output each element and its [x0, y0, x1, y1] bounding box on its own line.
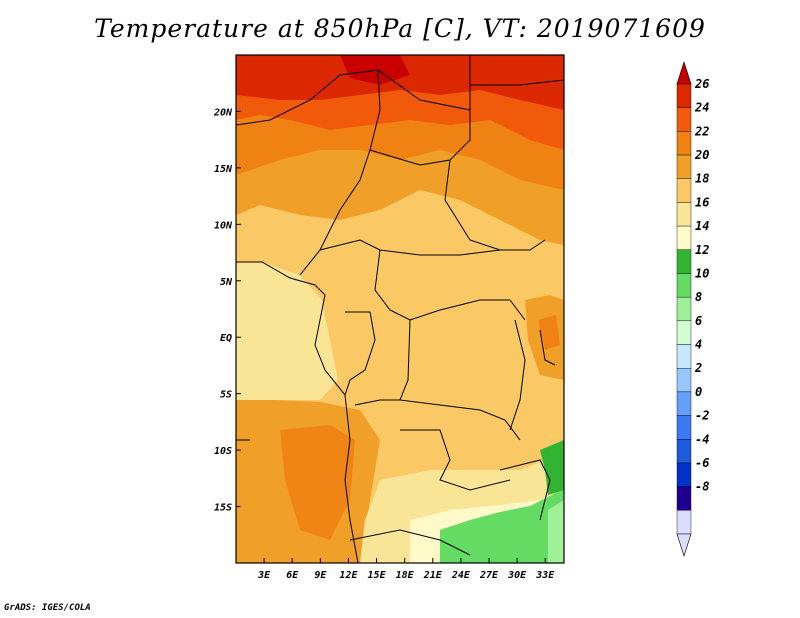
colorbar-label: 22 [694, 124, 709, 138]
colorbar-label: 8 [695, 290, 702, 304]
colorbar-label: 4 [695, 338, 702, 352]
colorbar-label: -6 [695, 456, 709, 470]
colorbar-swatch [676, 225, 692, 250]
colorbar-label: 24 [694, 101, 709, 115]
colorbar-swatch [676, 368, 692, 393]
colorbar-label: 26 [694, 77, 709, 91]
lon-tick-label: 12E [339, 570, 358, 581]
colorbar-label: -2 [695, 409, 709, 423]
lon-tick-label: 15E [368, 570, 387, 581]
colorbar-label: -4 [695, 432, 709, 446]
colorbar-swatch [676, 486, 692, 511]
temperature-field [236, 55, 564, 563]
colorbar-swatch [676, 178, 692, 203]
colorbar-label: 16 [695, 195, 709, 209]
colorbar-label: 18 [695, 172, 709, 186]
colorbar-swatch [676, 107, 692, 132]
colorbar-label: 12 [695, 243, 709, 257]
colorbar-swatch [676, 510, 692, 535]
lat-tick-label: EQ [220, 333, 232, 344]
longitude-ticks: 3E 6E 9E 12E 15E 18E 21E 24E 27E 30E 33E [257, 558, 555, 581]
colorbar-swatch [676, 391, 692, 416]
colorbar-top-triangle [676, 61, 692, 85]
colorbar-label: 20 [694, 148, 709, 162]
lat-tick-label: 15S [214, 503, 232, 514]
colorbar-swatch [676, 415, 692, 440]
lat-tick-label: 15N [214, 164, 233, 175]
lon-tick-label: 21E [423, 570, 443, 581]
colorbar-label: 6 [695, 314, 702, 328]
colorbar-label: 2 [694, 361, 702, 375]
colorbar-swatch [676, 462, 692, 487]
colorbar-label: 0 [695, 385, 702, 399]
colorbar-bottom-triangle [676, 533, 692, 557]
lat-tick-label: 10S [214, 446, 232, 457]
colorbar-swatch [676, 296, 692, 322]
colorbar-swatch [676, 273, 692, 298]
colorbar-swatch [676, 320, 692, 345]
latitude-ticks: 20N 15N 10N 5N EQ 5S 10S 15S [213, 107, 241, 514]
colorbar-swatch [676, 344, 692, 369]
lon-tick-label: 6E [286, 570, 299, 581]
lon-tick-label: 24E [451, 570, 471, 581]
colorbar-label: 10 [695, 266, 709, 280]
country-borders [236, 55, 564, 563]
colorbar-swatch [676, 439, 692, 464]
colorbar-swatch [676, 202, 692, 227]
lon-tick-label: 27E [479, 570, 499, 581]
lat-tick-label: 20N [213, 107, 233, 118]
lat-tick-label: 10N [214, 220, 233, 231]
colorbar-swatch [676, 131, 692, 156]
colorbar-swatch [676, 154, 692, 179]
colorbar-swatch [676, 83, 692, 108]
map-frame [235, 54, 565, 564]
map-title: Temperature at 850hPa [C], VT: 201907160… [94, 14, 706, 43]
lon-tick-label: 30E [507, 570, 527, 581]
lat-tick-label: 5N [220, 277, 233, 288]
colorbar-swatch [676, 249, 692, 274]
lat-tick-label: 5S [220, 390, 232, 401]
lon-tick-label: 3E [257, 570, 271, 581]
grads-credit: GrADS: IGES/COLA [4, 603, 91, 613]
colorbar-label: -8 [695, 480, 709, 494]
lon-tick-label: 9E [314, 570, 327, 581]
lon-tick-label: 33E [535, 570, 555, 581]
colorbar-label: 14 [695, 219, 709, 233]
lon-tick-label: 18E [396, 570, 415, 581]
